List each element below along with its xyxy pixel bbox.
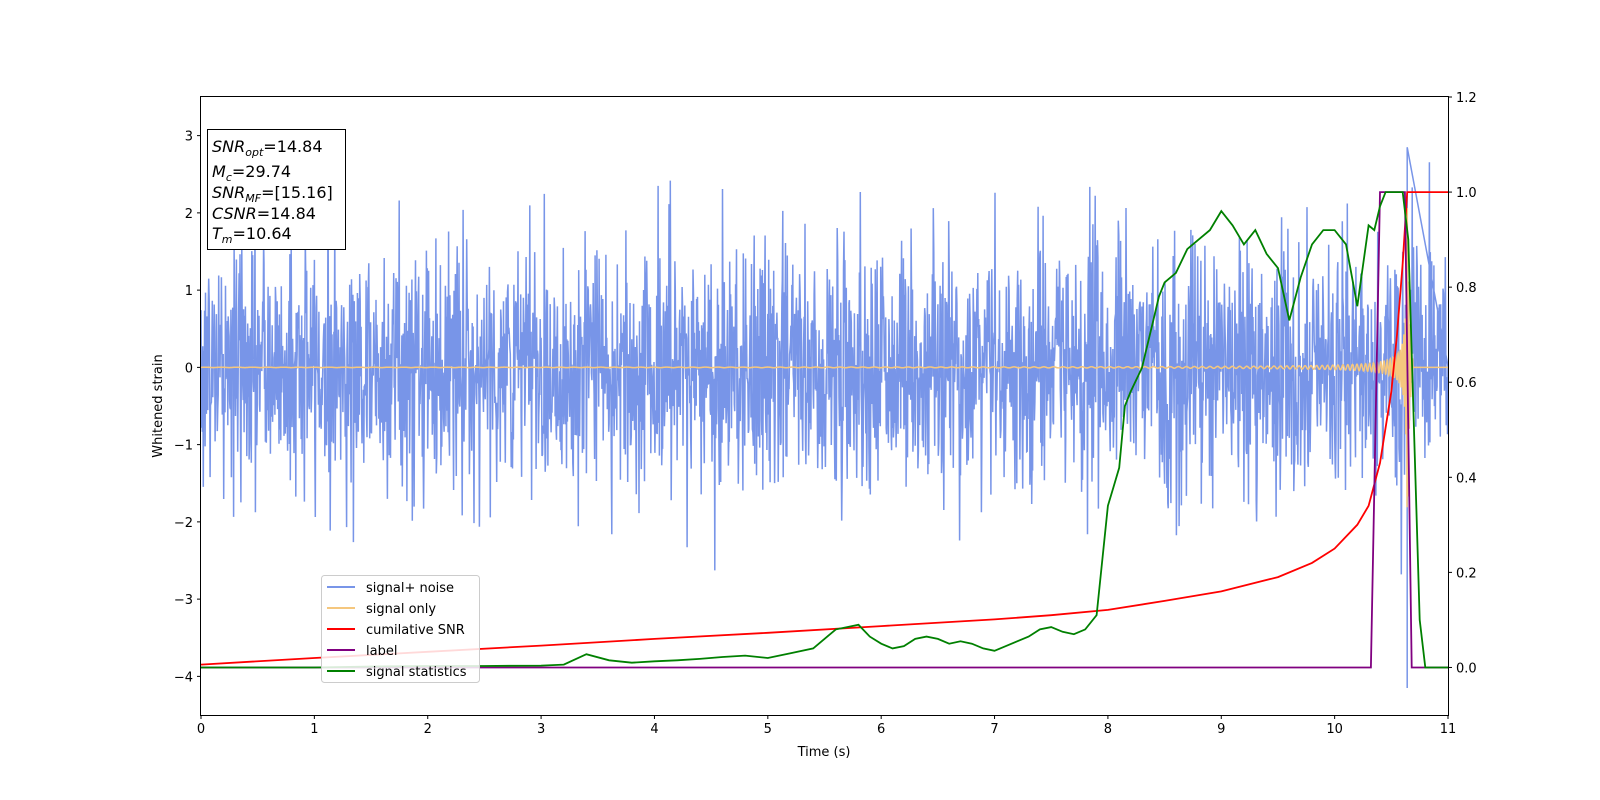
info-snr-opt: SNRopt=14.84: [212, 137, 323, 159]
x-tick-label: 6: [877, 722, 885, 737]
legend-label-label: label: [366, 644, 397, 659]
legend-frame: [321, 575, 480, 683]
legend-label-signal-statistics: signal statistics: [366, 665, 467, 680]
x-tick-label: 2: [424, 722, 432, 737]
y-axis-label: Whitened strain: [151, 354, 166, 457]
y-tick-label: −1: [174, 439, 193, 454]
y-tick-label: −4: [174, 670, 193, 685]
y2-tick-label: 0.4: [1456, 471, 1477, 486]
info-tm: Tm=10.64: [212, 224, 292, 246]
y-axis-right: 0.0 0.2 0.4 0.6 0.8 1.0 1.2: [1448, 91, 1477, 676]
x-tick-label: 1: [310, 722, 318, 737]
info-snr-mf: SNRMF=[15.16]: [212, 183, 333, 205]
series-signal-plus-noise-line: [200, 147, 1449, 688]
legend-label-signal-noise: signal+ noise: [366, 581, 454, 596]
x-tick-label: 0: [197, 722, 205, 737]
info-csnr: CSNR=14.84: [212, 204, 316, 223]
series-signal-only-line: [201, 207, 1448, 508]
info-box-frame: [207, 129, 346, 250]
x-tick-label: 3: [537, 722, 545, 737]
x-axis: 0 1 2 3 4 5 6 7 8 9 10 11: [197, 715, 1456, 737]
x-tick-label: 7: [990, 722, 998, 737]
y-tick-label: 2: [185, 207, 193, 222]
series-cumulative-snr-line: [200, 191, 1448, 666]
x-axis-label: Time (s): [797, 745, 851, 760]
y-axis-left: −4 −3 −2 −1 0 1 2 3: [174, 130, 201, 685]
x-tick-label: 10: [1326, 722, 1343, 737]
x-tick-label: 9: [1217, 722, 1225, 737]
info-box: SNRopt=14.84 Mc=29.74 SNRMF=[15.16] CSNR…: [207, 129, 346, 250]
y2-tick-label: 0.8: [1456, 281, 1477, 296]
y-tick-label: −2: [174, 516, 193, 531]
y2-tick-label: 0.6: [1456, 376, 1477, 391]
legend: signal+ noise signal only cumilative SNR la…: [321, 575, 480, 683]
series-layer: [200, 147, 1449, 688]
y2-tick-label: 1.0: [1456, 186, 1477, 201]
x-tick-label: 5: [764, 722, 772, 737]
legend-label-cumilative-snr: cumilative SNR: [366, 623, 465, 638]
y-tick-label: 0: [185, 361, 193, 376]
y2-tick-label: 0.0: [1456, 661, 1477, 676]
y2-tick-label: 0.2: [1456, 566, 1477, 581]
y-tick-label: 1: [185, 284, 193, 299]
y-tick-label: 3: [185, 130, 193, 145]
plot-frame: [200, 96, 1449, 716]
x-tick-label: 4: [650, 722, 658, 737]
y2-tick-label: 1.2: [1456, 91, 1477, 106]
legend-label-signal-only: signal only: [366, 602, 436, 617]
x-tick-label: 8: [1104, 722, 1112, 737]
y-tick-label: −3: [174, 593, 193, 608]
info-mc: Mc=29.74: [212, 162, 291, 184]
x-tick-label: 11: [1440, 722, 1457, 737]
series-signal-statistics-line: [201, 191, 1448, 669]
